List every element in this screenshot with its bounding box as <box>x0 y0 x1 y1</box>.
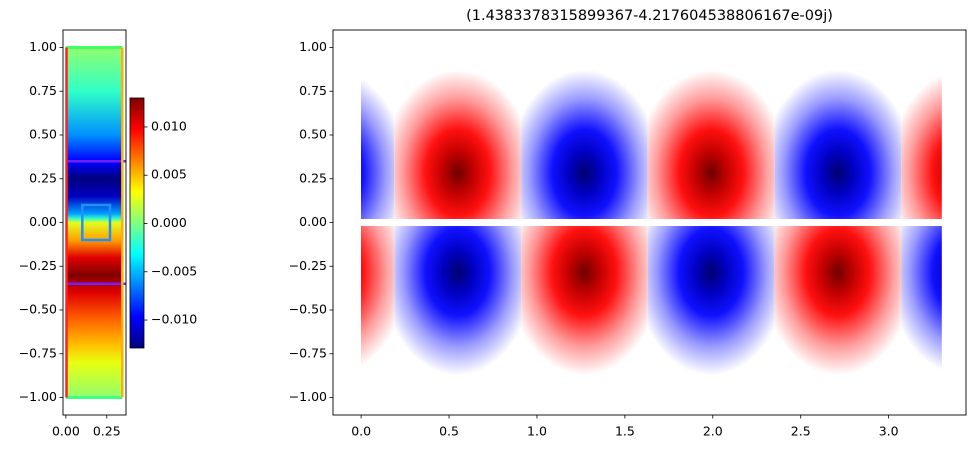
y-tick-label: −1.00 <box>19 389 57 404</box>
y-tick-label: −0.25 <box>289 258 327 273</box>
chart-title: (1.4383378315899367-4.217604538806167e-0… <box>466 8 833 24</box>
y-tick-label: 1.00 <box>299 39 327 54</box>
y-tick-label: −0.50 <box>19 302 57 317</box>
y-tick-label: −0.75 <box>19 345 57 360</box>
x-tick-label: 2.0 <box>703 424 723 439</box>
colorbar-tick-label: −0.010 <box>151 312 197 327</box>
y-tick-label: 0.50 <box>299 127 327 142</box>
x-tick-label: 0.00 <box>52 424 80 439</box>
x-tick-label: 1.0 <box>527 424 547 439</box>
y-tick-label: 0.75 <box>29 83 57 98</box>
field-image <box>361 47 942 398</box>
y-tick-label: −0.25 <box>19 258 57 273</box>
x-tick-label: 0.0 <box>351 424 371 439</box>
y-tick-label: 0.25 <box>299 170 327 185</box>
colorbar-frame <box>129 97 145 349</box>
strip-image <box>65 46 126 399</box>
colorbar-tick-label: −0.005 <box>151 263 197 278</box>
colorbar-tick-label: 0.005 <box>151 167 187 182</box>
colorbar-tick-label: 0.010 <box>151 118 187 133</box>
colorbar-tick-label: 0.000 <box>151 215 187 230</box>
x-tick-label: 0.5 <box>439 424 459 439</box>
colorbar <box>130 98 144 348</box>
x-tick-label: 1.5 <box>615 424 635 439</box>
y-tick-label: −0.50 <box>289 302 327 317</box>
x-tick-label: 0.25 <box>93 424 121 439</box>
y-tick-label: −1.00 <box>289 389 327 404</box>
y-tick-label: 0.50 <box>29 127 57 142</box>
x-tick-label: 3.0 <box>879 424 899 439</box>
y-tick-label: 0.00 <box>299 214 327 229</box>
x-tick-label: 2.5 <box>791 424 811 439</box>
y-tick-label: 0.75 <box>299 83 327 98</box>
y-tick-label: 0.00 <box>29 214 57 229</box>
y-tick-label: −0.75 <box>289 345 327 360</box>
y-tick-label: 1.00 <box>29 39 57 54</box>
y-tick-label: 0.25 <box>29 170 57 185</box>
